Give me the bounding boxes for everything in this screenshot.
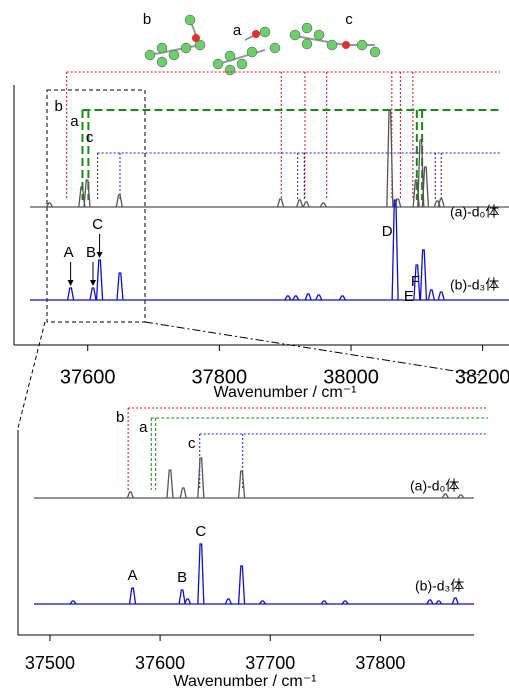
x-tick-label: 37500 bbox=[25, 653, 75, 673]
assignment-label: a bbox=[139, 419, 148, 436]
peak bbox=[303, 202, 309, 207]
assignment-label: c bbox=[86, 129, 94, 146]
peak-label: B bbox=[177, 569, 187, 586]
arrow-head bbox=[68, 280, 74, 286]
peak bbox=[167, 470, 173, 498]
peak bbox=[452, 598, 458, 604]
peak-label: B bbox=[86, 244, 96, 261]
peak bbox=[278, 199, 284, 207]
peak-label: A bbox=[64, 244, 74, 261]
peak bbox=[97, 260, 103, 300]
assignment-label: a bbox=[70, 113, 79, 130]
x-tick-label: 37600 bbox=[60, 366, 116, 388]
peak-label: D bbox=[382, 223, 393, 240]
peak bbox=[185, 599, 191, 604]
x-tick-label: 37700 bbox=[245, 653, 295, 673]
peak bbox=[198, 544, 204, 604]
series-label: (a)-d₀体 bbox=[410, 478, 459, 494]
peak bbox=[68, 288, 74, 300]
series-label: (a)-d₀体 bbox=[450, 204, 499, 220]
peak bbox=[130, 588, 136, 604]
peak-label: C bbox=[195, 523, 206, 540]
peak bbox=[392, 200, 398, 300]
peak bbox=[239, 471, 245, 498]
structure-label: c bbox=[345, 11, 353, 28]
peak bbox=[428, 290, 434, 300]
x-tick-label: 37800 bbox=[355, 653, 405, 673]
assignment-label: b bbox=[54, 98, 62, 115]
arrow-head bbox=[97, 252, 103, 258]
x-axis-label: Wavenumber / cm⁻¹ bbox=[174, 673, 317, 689]
peak bbox=[127, 492, 133, 498]
peak-label: C bbox=[92, 216, 103, 233]
series-label: (b)-d₃体 bbox=[415, 578, 464, 594]
peak bbox=[90, 288, 96, 300]
peak bbox=[297, 200, 303, 207]
peak-label: A bbox=[128, 567, 138, 584]
assignment-label: b bbox=[116, 409, 124, 426]
peak bbox=[305, 294, 311, 300]
peak bbox=[316, 295, 322, 300]
structure-label: b bbox=[143, 11, 151, 28]
arrow-head bbox=[90, 280, 96, 286]
peak bbox=[198, 458, 204, 498]
peak bbox=[180, 488, 186, 498]
peak bbox=[239, 566, 245, 604]
peak bbox=[117, 273, 123, 300]
page: b a c 37600378003800038200Wavenumber / c… bbox=[0, 0, 509, 689]
x-tick-label: 37600 bbox=[135, 653, 185, 673]
x-tick-label: 38200 bbox=[455, 366, 509, 388]
assignment-label: c bbox=[188, 435, 196, 452]
peak bbox=[438, 292, 444, 300]
peak bbox=[179, 590, 185, 604]
molecules: b a c bbox=[143, 11, 380, 75]
series-label: (b)-d₃体 bbox=[450, 277, 499, 293]
figure: b a c 37600378003800038200Wavenumber / c… bbox=[0, 0, 509, 689]
peak-label: F bbox=[411, 273, 420, 290]
peak bbox=[420, 250, 426, 300]
structure-label: a bbox=[233, 22, 242, 39]
peak-label: E bbox=[404, 288, 414, 305]
peak bbox=[438, 199, 444, 207]
peak bbox=[116, 195, 122, 207]
peak bbox=[225, 599, 231, 604]
x-axis-label: Wavenumber / cm⁻¹ bbox=[214, 384, 357, 401]
